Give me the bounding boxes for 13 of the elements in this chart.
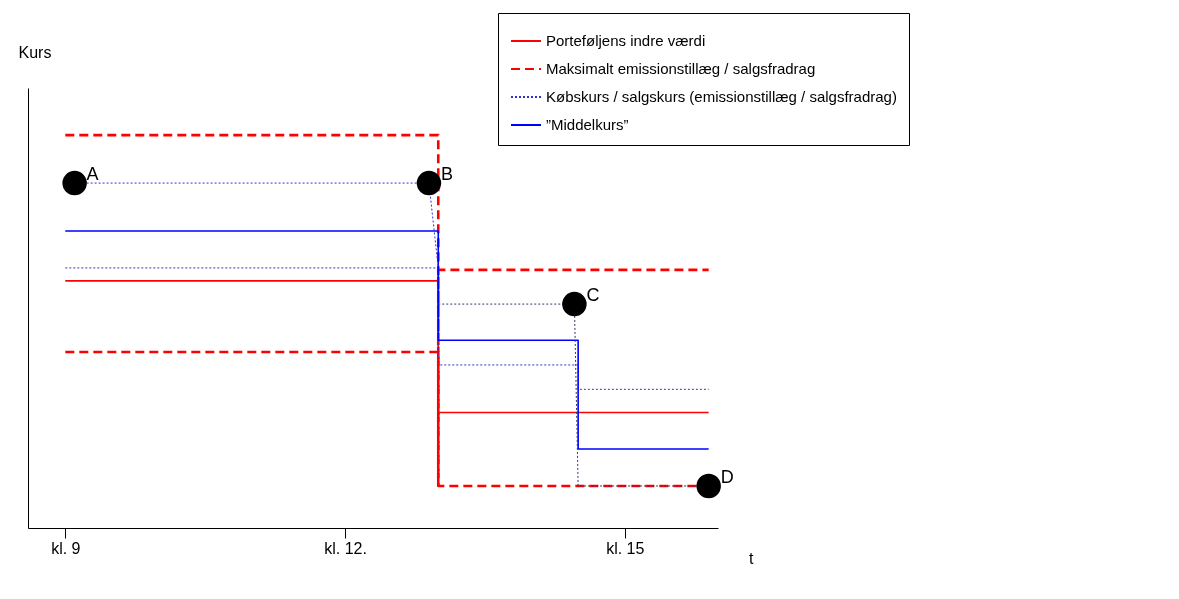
legend-label: Maksimalt emissionstillæg / salgsfradrag [546,60,816,77]
legend-label: Købskurs / salgskurs (emissionstillæg / salgsfradrag) [546,88,897,105]
x-tick-label: kl. 12. [324,539,367,557]
x-tick-label: kl. 9 [51,539,81,557]
y-axis-title: Kurs [18,43,52,61]
legend-label: ”Middelkurs” [546,116,629,133]
annotation: A [86,164,99,185]
annotation: C [586,285,600,306]
x-axis-title: t [749,549,755,567]
annotation: B [440,164,453,185]
legend-label: Porteføljens indre værdi [546,32,706,49]
x-tick-label: kl. 15 [606,539,645,557]
annotation: D [720,466,734,487]
